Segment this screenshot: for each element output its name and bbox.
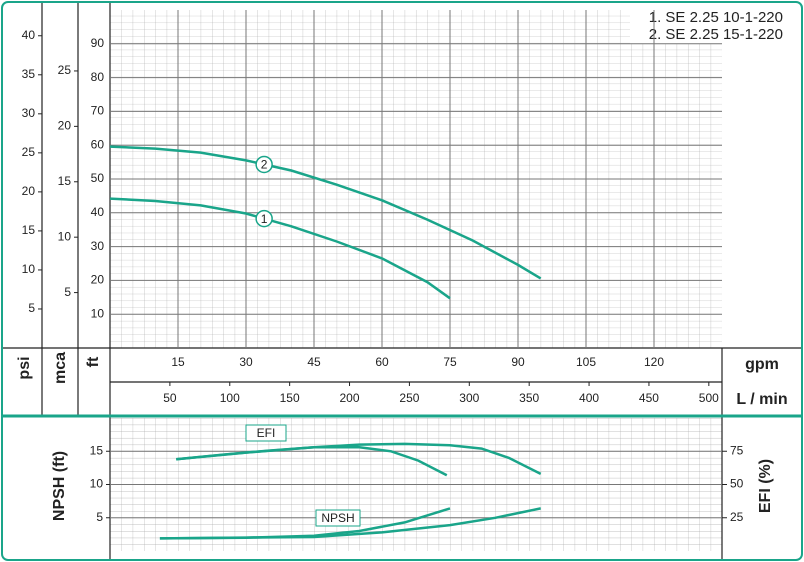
y-tick-label: 15 <box>22 223 36 237</box>
y-tick-label: 70 <box>91 104 105 118</box>
y-tick-label: 5 <box>28 301 35 315</box>
y-tick-label: 80 <box>91 70 105 84</box>
curve-label-circle <box>255 209 273 228</box>
annotation-box <box>315 509 361 527</box>
efi-axis-label: EFI (%) <box>757 459 774 513</box>
x2-tick-label: 500 <box>699 391 719 405</box>
y-tick-label: 10 <box>91 306 105 320</box>
y-tick-label: 20 <box>91 273 105 287</box>
y-tick-label: 10 <box>22 262 36 276</box>
x-tick-label: 90 <box>511 355 525 369</box>
y-tick-label: 35 <box>22 67 36 81</box>
curve-label-circle <box>255 155 273 174</box>
y-tick-label: 15 <box>90 443 104 457</box>
y-tick-label: 10 <box>58 229 72 243</box>
annotation: EFI <box>257 426 276 440</box>
x2-tick-label: 50 <box>163 391 177 405</box>
x2-tick-label: 400 <box>579 391 599 405</box>
x2-tick-label: 250 <box>399 391 419 405</box>
gpm-axis-label: gpm <box>745 356 779 373</box>
psi-axis-label: psi <box>16 356 33 379</box>
y-tick-label: 50 <box>91 171 105 185</box>
y2-tick-label: 75 <box>730 443 744 457</box>
curve-label: 2 <box>261 158 268 172</box>
annotation: NPSH <box>321 511 354 525</box>
x2-tick-label: 350 <box>519 391 539 405</box>
frame <box>3 3 801 559</box>
curve <box>159 507 541 540</box>
y-tick-label: 30 <box>91 239 105 253</box>
x-tick-label: 75 <box>443 355 457 369</box>
curve <box>109 145 542 280</box>
y-tick-label: 40 <box>91 205 105 219</box>
x-tick-label: 15 <box>171 355 185 369</box>
y-tick-label: 10 <box>90 477 104 491</box>
legend-box <box>630 8 790 44</box>
x-tick-label: 120 <box>644 355 664 369</box>
y-tick-label: 60 <box>91 137 105 151</box>
curve <box>109 197 451 300</box>
y-tick-label: 90 <box>91 36 105 50</box>
mca-axis-label: mca <box>52 352 69 384</box>
x2-tick-label: 450 <box>639 391 659 405</box>
legend-entry: 1. SE 2.25 10-1-220 <box>649 9 783 26</box>
y-tick-label: 15 <box>58 174 72 188</box>
curve <box>176 442 542 476</box>
y-tick-label: 20 <box>58 119 72 133</box>
x2-tick-label: 100 <box>220 391 240 405</box>
lmin-axis-label: L / min <box>736 391 787 408</box>
y-tick-label: 25 <box>58 63 72 77</box>
x2-tick-label: 300 <box>459 391 479 405</box>
y2-tick-label: 50 <box>730 477 744 491</box>
ft-axis-label: ft <box>85 356 102 367</box>
y-tick-label: 5 <box>96 510 103 524</box>
x2-tick-label: 150 <box>280 391 300 405</box>
y-tick-label: 20 <box>22 184 36 198</box>
y-tick-label: 40 <box>22 28 36 42</box>
x-tick-label: 45 <box>307 355 321 369</box>
y2-tick-label: 25 <box>730 510 744 524</box>
x-tick-label: 105 <box>576 355 596 369</box>
y-tick-label: 5 <box>64 285 71 299</box>
y-tick-label: 25 <box>22 145 36 159</box>
npsh-axis-label: NPSH (ft) <box>51 451 68 521</box>
y-tick-label: 30 <box>22 106 36 120</box>
annotation-box <box>245 424 287 442</box>
x-tick-label: 30 <box>239 355 253 369</box>
x-tick-label: 60 <box>375 355 389 369</box>
curve-label: 1 <box>261 212 268 226</box>
x2-tick-label: 200 <box>340 391 360 405</box>
legend-entry: 2. SE 2.25 15-1-220 <box>649 26 783 43</box>
